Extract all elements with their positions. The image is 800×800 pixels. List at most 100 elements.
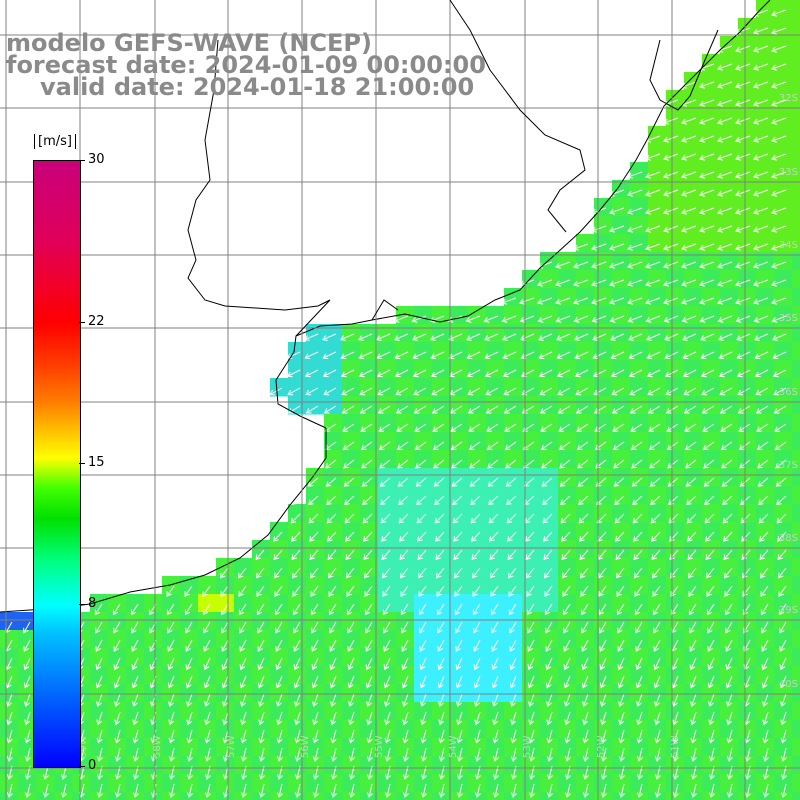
wind-cell	[432, 774, 451, 793]
wind-arrow	[576, 423, 589, 432]
wind-arrow	[650, 513, 661, 524]
wind-cell	[756, 288, 775, 307]
wind-cell	[684, 468, 703, 487]
wind-cell	[90, 738, 109, 757]
wind-arrow	[276, 711, 283, 726]
wind-arrow	[545, 675, 553, 689]
wind-arrow	[598, 603, 607, 616]
wind-arrow	[600, 693, 607, 707]
wind-cell	[720, 126, 739, 145]
wind-cell	[486, 630, 505, 649]
wind-cell	[702, 576, 721, 595]
wind-cell	[234, 756, 253, 775]
wind-cell	[666, 486, 685, 505]
wind-cell	[558, 558, 577, 577]
wind-cell	[774, 252, 793, 271]
wind-arrow	[384, 747, 391, 762]
wind-cell	[612, 450, 631, 469]
wind-cell	[360, 414, 379, 433]
wind-cell	[774, 522, 793, 541]
wind-cell	[792, 630, 800, 649]
wind-arrow	[310, 603, 319, 616]
wind-cell	[18, 648, 37, 667]
wind-cell	[486, 774, 505, 793]
wind-arrow	[274, 603, 283, 616]
wind-arrow	[772, 351, 787, 360]
wind-cell	[540, 432, 559, 451]
wind-arrow	[722, 495, 733, 506]
wind-cell	[666, 738, 685, 757]
wind-arrow	[557, 387, 571, 396]
wind-arrow	[706, 585, 715, 597]
wind-cell	[324, 702, 343, 721]
wind-arrow	[363, 549, 373, 561]
wind-cell	[702, 666, 721, 685]
wind-arrow	[450, 441, 463, 451]
wind-cell	[558, 576, 577, 595]
wind-cell	[738, 468, 757, 487]
wind-cell	[666, 216, 685, 235]
wind-arrow	[329, 675, 337, 689]
wind-cell	[378, 612, 397, 631]
wind-arrow	[489, 549, 499, 561]
wind-arrow	[706, 603, 715, 616]
wind-cell	[306, 576, 325, 595]
wind-arrow	[708, 747, 715, 762]
wind-arrow	[672, 729, 679, 744]
wind-arrow	[286, 351, 301, 360]
wind-arrow	[564, 729, 571, 744]
wind-cell	[756, 342, 775, 361]
wind-arrow	[663, 279, 679, 287]
wind-cell	[504, 432, 523, 451]
wind-arrow	[564, 747, 571, 762]
wind-arrow	[396, 441, 409, 451]
wind-arrow	[646, 351, 661, 360]
wind-cell	[630, 324, 649, 343]
wind-cell	[108, 738, 127, 757]
wind-cell	[396, 486, 415, 505]
wind-cell	[504, 468, 523, 487]
wind-cell	[360, 324, 379, 343]
wind-arrow	[437, 657, 445, 671]
wind-arrow	[384, 711, 391, 726]
wind-arrow	[645, 153, 661, 161]
wind-cell	[216, 630, 235, 649]
wind-cell	[648, 576, 667, 595]
wind-arrow	[681, 261, 697, 269]
wind-cell	[540, 450, 559, 469]
wind-arrow	[613, 477, 625, 487]
wind-cell	[774, 540, 793, 559]
wind-cell	[486, 432, 505, 451]
wind-arrow	[394, 351, 409, 360]
wind-cell	[522, 288, 541, 307]
wind-arrow	[114, 693, 121, 707]
wind-cell	[450, 468, 469, 487]
wind-cell	[720, 198, 739, 217]
wind-cell	[612, 198, 631, 217]
wind-arrow	[222, 693, 229, 707]
wind-arrow	[328, 585, 337, 597]
wind-cell	[648, 414, 667, 433]
wind-arrow	[663, 261, 679, 269]
wind-cell	[702, 612, 721, 631]
wind-cell	[792, 234, 800, 253]
wind-cell	[792, 486, 800, 505]
wind-arrow	[239, 639, 247, 652]
wind-arrow	[672, 747, 679, 762]
wind-cell	[774, 306, 793, 325]
wind-cell	[594, 666, 613, 685]
wind-cell	[666, 378, 685, 397]
wind-arrow	[437, 639, 445, 652]
wind-arrow	[618, 729, 625, 744]
wind-arrow	[555, 243, 571, 251]
wind-cell	[0, 648, 19, 667]
wind-cell	[162, 684, 181, 703]
wind-cell	[612, 756, 631, 775]
wind-cell	[342, 558, 361, 577]
wind-arrow	[645, 189, 661, 197]
wind-cell	[612, 540, 631, 559]
wind-arrow	[506, 495, 517, 506]
wind-arrow	[357, 333, 373, 341]
wind-arrow	[275, 657, 283, 671]
wind-cell	[666, 252, 685, 271]
